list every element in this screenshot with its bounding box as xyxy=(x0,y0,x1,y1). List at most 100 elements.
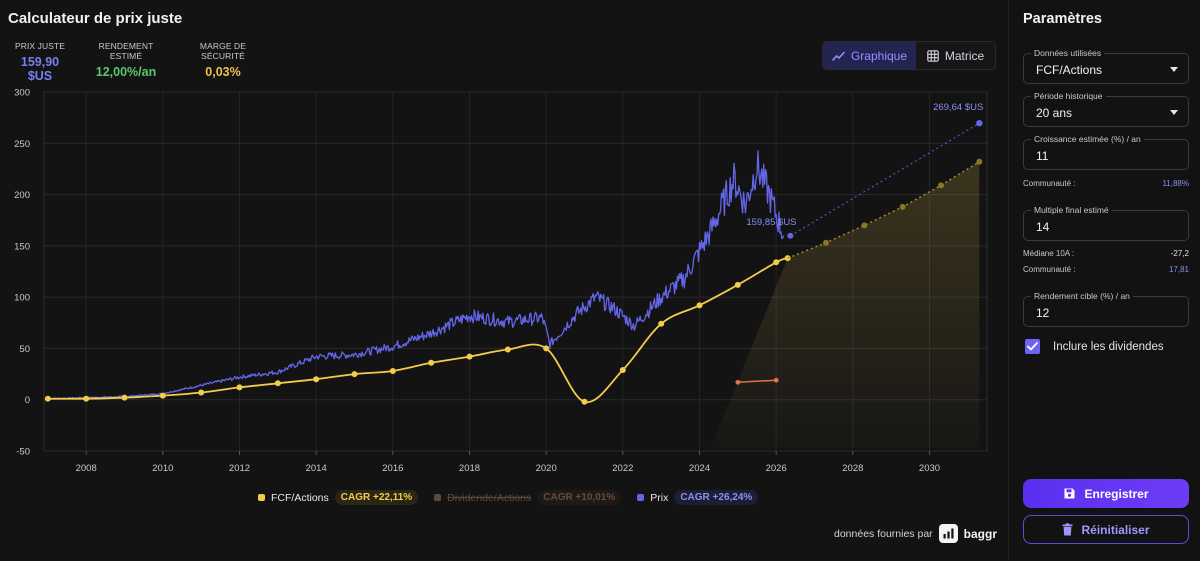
chart-legend: FCF/Actions CAGR +22,11% Dividende/Actio… xyxy=(258,490,774,505)
data-used-select[interactable]: Données utilisées FCF/Actions xyxy=(1023,48,1189,84)
legend-dividend-swatch xyxy=(434,494,442,501)
credit-brand: baggr xyxy=(963,526,997,541)
multiple-label: Multiple final estimé xyxy=(1031,205,1112,215)
fcf-point xyxy=(696,302,703,309)
dividends-label: Inclure les dividendes xyxy=(1053,340,1164,353)
x-tick-label: 2020 xyxy=(536,463,557,474)
save-button[interactable]: Enregistrer xyxy=(1023,479,1189,508)
fcf-point xyxy=(466,353,473,360)
data-credit: données fournies par baggr xyxy=(834,524,997,543)
target-yield-input[interactable]: Rendement cible (%) / an 12 xyxy=(1023,291,1189,327)
y-tick-label: 100 xyxy=(14,293,30,304)
price-chart: 300 250 200 150 100 50 0 -50 2008 2010 2012 2014 201… xyxy=(14,88,988,474)
data-used-value: FCF/Actions xyxy=(1036,63,1103,77)
fcf-point xyxy=(198,389,205,396)
x-tick-label: 2026 xyxy=(766,463,787,474)
y-tick-label: 200 xyxy=(14,190,30,201)
grid-icon xyxy=(927,49,939,62)
dividends-checkbox[interactable] xyxy=(1025,339,1040,354)
series-line-price xyxy=(47,150,785,400)
growth-label: Croissance estimée (%) / an xyxy=(1031,134,1144,144)
x-tick-label: 2022 xyxy=(612,463,633,474)
growth-community-value: 11,88% xyxy=(1162,179,1189,188)
view-toggle: Graphique Matrice xyxy=(822,41,996,70)
fair-price-metric: PRIX JUSTE 159,90 $US xyxy=(8,41,72,83)
parameters-panel: Paramètres Données utilisées FCF/Actions… xyxy=(1008,0,1200,561)
x-tick-label: 2018 xyxy=(459,463,480,474)
multiple-input[interactable]: Multiple final estimé 14 xyxy=(1023,205,1189,241)
y-tick-label: 0 xyxy=(25,395,30,406)
y-tick-label: -50 xyxy=(16,447,30,458)
graph-view-button[interactable]: Graphique xyxy=(823,42,916,69)
fcf-projection-point xyxy=(976,158,983,165)
x-tick-label: 2030 xyxy=(919,463,940,474)
target-yield-label: Rendement cible (%) / an xyxy=(1031,291,1133,301)
legend-fcf-cagr: CAGR +22,11% xyxy=(334,490,419,505)
yield-label: RENDEMENT ESTIMÉ xyxy=(98,41,154,61)
matrix-view-button[interactable]: Matrice xyxy=(916,42,995,69)
growth-community-row: Communauté : 11,88% xyxy=(1023,179,1189,188)
series-line-dividend xyxy=(737,379,777,384)
margin-label: MARGE DE SÉCURITÉ xyxy=(199,41,247,61)
fair-price-value: 159,90 $US xyxy=(20,55,60,83)
multiple-community-row: Communauté : 17,81 xyxy=(1023,265,1189,274)
legend-dividend-label: Dividende/Actions xyxy=(447,491,532,504)
growth-value: 11 xyxy=(1036,149,1049,163)
baggr-logo-icon xyxy=(938,524,958,543)
price-projection-line xyxy=(790,122,980,237)
multiple-value: 14 xyxy=(1036,220,1050,234)
x-tick-label: 2014 xyxy=(306,463,327,474)
legend-price-swatch xyxy=(637,494,645,501)
x-tick-label: 2012 xyxy=(229,463,250,474)
legend-dividend[interactable]: Dividende/Actions CAGR +10,01% xyxy=(434,490,622,505)
fcf-point xyxy=(428,359,435,366)
fair-price-label: PRIX JUSTE xyxy=(14,41,66,51)
margin-metric: MARGE DE SÉCURITÉ 0,03% xyxy=(178,41,268,79)
multiple-community-value: 17,81 xyxy=(1168,265,1189,274)
x-tick-label: 2024 xyxy=(689,463,710,474)
fcf-projection-point xyxy=(938,182,944,189)
fcf-point xyxy=(274,380,281,387)
median-row: Médiane 10A : -27,2 xyxy=(1023,249,1189,258)
price-projection-label: 269,64 $US xyxy=(933,102,983,113)
y-tick-label: 50 xyxy=(19,344,30,355)
line-chart-icon xyxy=(832,51,845,61)
main-panel: Calculateur de prix juste PRIX JUSTE 159… xyxy=(8,10,997,543)
legend-price-label: Prix xyxy=(650,491,669,504)
period-select[interactable]: Période historique 20 ans xyxy=(1023,91,1189,127)
fcf-point xyxy=(44,395,51,402)
fcf-point xyxy=(351,371,358,378)
price-projection-point xyxy=(976,119,983,127)
fcf-projection-point xyxy=(861,222,868,229)
fcf-point xyxy=(504,346,511,353)
fcf-projection-point xyxy=(823,239,829,246)
price-current-label: 159,85 $US xyxy=(746,217,796,228)
matrix-view-label: Matrice xyxy=(944,48,985,63)
median-value: -27,2 xyxy=(1170,249,1189,258)
y-tick-label: 150 xyxy=(14,241,30,252)
page-title: Calculateur de prix juste xyxy=(8,10,183,27)
yield-metric: RENDEMENT ESTIMÉ 12,00%/an xyxy=(82,41,170,79)
legend-fcf-swatch xyxy=(258,494,265,501)
chevron-down-icon xyxy=(1170,110,1178,115)
credit-text: données fournies par xyxy=(834,527,933,540)
fcf-projection-point xyxy=(899,203,906,210)
legend-price[interactable]: Prix CAGR +26,24% xyxy=(637,490,759,505)
multiple-community-label: Communauté : xyxy=(1023,265,1076,274)
growth-input[interactable]: Croissance estimée (%) / an 11 xyxy=(1023,134,1189,170)
chevron-down-icon xyxy=(1170,67,1178,72)
trash-icon xyxy=(1062,523,1073,536)
fcf-point xyxy=(619,366,626,373)
fcf-point xyxy=(543,345,550,352)
dividend-point xyxy=(773,377,779,383)
fcf-point xyxy=(121,394,128,401)
target-yield-value: 12 xyxy=(1036,306,1050,320)
reset-button[interactable]: Réinitialiser xyxy=(1023,515,1189,544)
fcf-point xyxy=(658,320,665,327)
price-current-point xyxy=(787,232,794,239)
fcf-point xyxy=(581,398,588,405)
fcf-point xyxy=(236,384,243,391)
projection-area xyxy=(711,161,980,448)
dividends-checkbox-row[interactable]: Inclure les dividendes xyxy=(1025,339,1164,354)
legend-fcf[interactable]: FCF/Actions CAGR +22,11% xyxy=(258,490,419,505)
